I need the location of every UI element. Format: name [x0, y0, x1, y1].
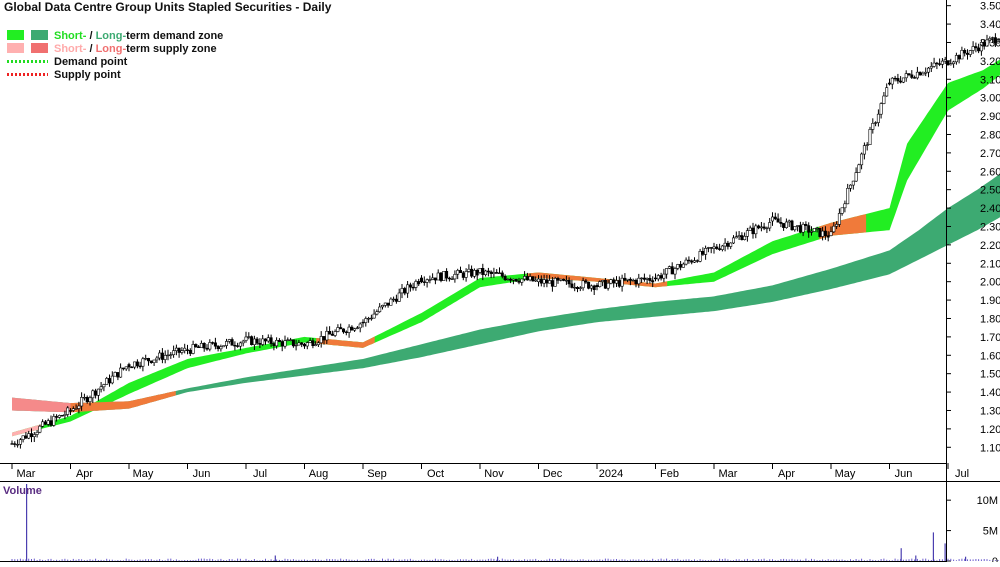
price-bar — [869, 127, 871, 145]
price-axis-label: 3.00 — [980, 93, 1000, 105]
legend-long-supply-swatch — [31, 43, 48, 53]
price-bar — [114, 372, 116, 377]
price-axis-label: 2.90 — [980, 111, 1000, 123]
price-bar — [554, 277, 556, 287]
legend-supply-point-label: Supply point — [54, 69, 121, 81]
date-axis-label: May — [835, 468, 856, 480]
date-axis-label: Oct — [427, 468, 444, 480]
price-axis-label: 1.20 — [980, 424, 1000, 436]
price-bar — [919, 71, 921, 75]
date-axis-label: Jun — [193, 468, 211, 480]
price-axis-label: 1.80 — [980, 313, 1000, 325]
price-axis-label: 2.10 — [980, 258, 1000, 270]
date-axis-label: Jul — [955, 468, 969, 480]
price-bar — [610, 279, 612, 285]
date-axis-label: Nov — [484, 468, 504, 480]
price-axis-label: 1.90 — [980, 295, 1000, 307]
date-axis-label: Jul — [253, 468, 267, 480]
price-axis-label: 3.50 — [980, 1, 1000, 13]
price-axis-label: 3.30 — [980, 37, 1000, 49]
price-bar — [819, 228, 821, 237]
legend-demand-short-label: Short- — [54, 30, 87, 42]
date-axis-label: Sep — [367, 468, 387, 480]
legend-long-demand-swatch — [31, 30, 48, 40]
price-axis-label: 2.70 — [980, 148, 1000, 160]
price-axis-label: 2.40 — [980, 203, 1000, 215]
date-axis-label: Feb — [660, 468, 679, 480]
legend-demand-sep: / — [86, 30, 95, 42]
price-axis-label: 2.80 — [980, 129, 1000, 141]
legend-short-supply-swatch — [7, 43, 24, 53]
price-bar — [532, 276, 534, 282]
price-bar — [39, 425, 41, 434]
price-bar — [858, 164, 860, 173]
date-axis-label: Dec — [543, 468, 563, 480]
price-axis-label: 1.40 — [980, 387, 1000, 399]
price-axis-label: 1.10 — [980, 442, 1000, 454]
price-axis-label: 3.20 — [980, 56, 1000, 68]
svg-text:Short- / Long-term supply zone: Short- / Long-term supply zone — [54, 43, 217, 55]
price-bar — [813, 228, 815, 232]
date-axis-label: Apr — [778, 468, 795, 480]
price-bar — [443, 271, 445, 281]
price-axis-label: 2.50 — [980, 185, 1000, 197]
price-axis-label: 3.10 — [980, 74, 1000, 86]
price-axis-label: 1.70 — [980, 332, 1000, 344]
price-bar — [791, 220, 793, 231]
volume-label: Volume — [3, 485, 42, 497]
price-bar — [440, 272, 442, 282]
legend-short-demand-swatch — [7, 30, 24, 40]
legend-supply-rest: term supply zone — [126, 43, 216, 55]
date-axis-label: Jun — [895, 468, 913, 480]
price-axis-label: 2.20 — [980, 240, 1000, 252]
price-axis-label: 1.60 — [980, 350, 1000, 362]
price-axis-label: 1.30 — [980, 405, 1000, 417]
date-axis-label: Mar — [719, 468, 738, 480]
price-bar — [902, 78, 904, 83]
legend-demand-long-label: Long- — [96, 30, 127, 42]
date-axis-label: 2024 — [599, 468, 623, 480]
price-axis-label: 2.00 — [980, 277, 1000, 289]
volume-axis-label: 5M — [983, 526, 998, 538]
legend-demand-rest: term demand zone — [126, 30, 223, 42]
legend-supply-short-label: Short- — [54, 43, 87, 55]
price-bar — [599, 280, 601, 287]
date-axis-label: Apr — [76, 468, 93, 480]
price-axis-label: 2.60 — [980, 166, 1000, 178]
volume-axis-label: 10M — [977, 495, 998, 507]
price-axis-label: 3.40 — [980, 19, 1000, 31]
date-axis-label: Mar — [17, 468, 36, 480]
price-bar — [223, 346, 225, 348]
date-axis-label: Aug — [309, 468, 329, 480]
chart-title: Global Data Centre Group Units Stapled S… — [4, 0, 332, 14]
price-bar — [250, 336, 252, 346]
legend-supply-long-label: Long- — [96, 43, 127, 55]
price-bar — [562, 279, 564, 282]
date-axis-label: May — [133, 468, 154, 480]
svg-text:Short- / Long-term demand zone: Short- / Long-term demand zone — [54, 30, 223, 42]
price-bar — [587, 282, 589, 290]
price-axis-label: 1.50 — [980, 369, 1000, 381]
legend-supply-sep: / — [86, 43, 95, 55]
legend-demand-point-label: Demand point — [54, 56, 128, 68]
volume-axis-label: 0 — [992, 556, 998, 562]
price-axis-label: 2.30 — [980, 221, 1000, 233]
